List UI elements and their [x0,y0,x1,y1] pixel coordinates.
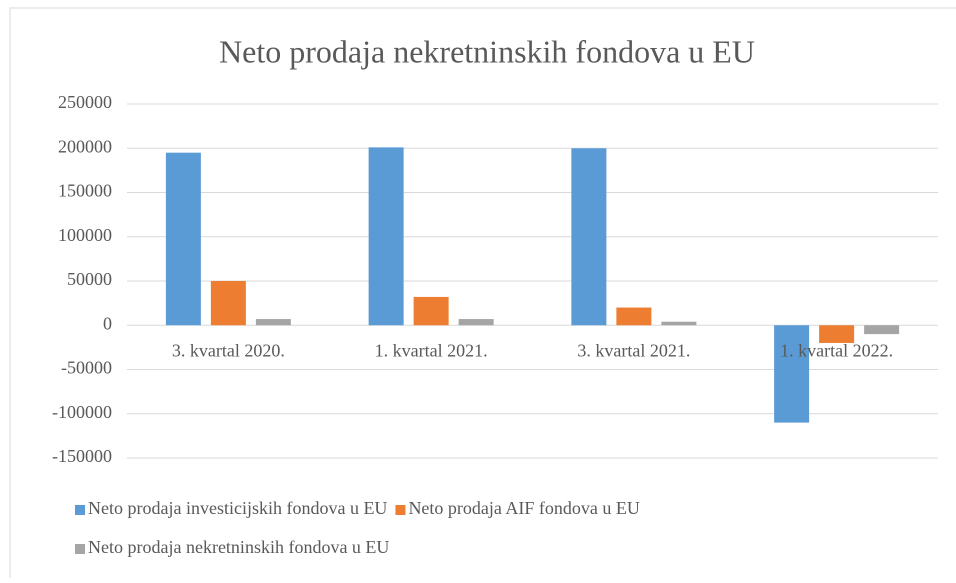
chart-frame [9,7,956,583]
y-tick-label: 250000 [58,92,112,112]
x-tick-label: 1. kvartal 2021. [375,340,488,360]
legend-label: Neto prodaja investicijskih fondova u EU [88,498,387,518]
legend-swatch [75,544,85,554]
y-tick-label: -100000 [52,402,112,422]
bar [864,325,900,335]
bar [661,321,697,326]
chart-title: Neto prodaja nekretninskih fondova u EU [219,33,755,69]
legend-swatch [75,505,85,515]
bar [255,319,291,326]
y-tick-label: -50000 [61,358,112,378]
bar [368,147,404,326]
y-tick-label: 0 [103,313,112,333]
bar [774,325,810,423]
bar [819,325,855,343]
x-tick-label: 1. kvartal 2022. [780,340,893,360]
y-tick-label: 50000 [67,269,112,289]
x-tick-label: 3. kvartal 2021. [577,340,690,360]
bar [458,319,494,326]
bar [413,296,449,326]
bar [616,307,652,326]
y-tick-label: 150000 [58,181,112,201]
legend-swatch [395,505,406,515]
x-tick-label: 3. kvartal 2020. [172,340,285,360]
bar [165,152,201,326]
legend-label: Neto prodaja nekretninskih fondova u EU [88,537,389,557]
bar [210,281,246,326]
bar [571,148,607,326]
legend-label: Neto prodaja AIF fondova u EU [408,498,639,518]
y-tick-label: 100000 [58,225,112,245]
y-tick-label: -150000 [52,446,112,466]
y-tick-label: 200000 [58,136,112,156]
